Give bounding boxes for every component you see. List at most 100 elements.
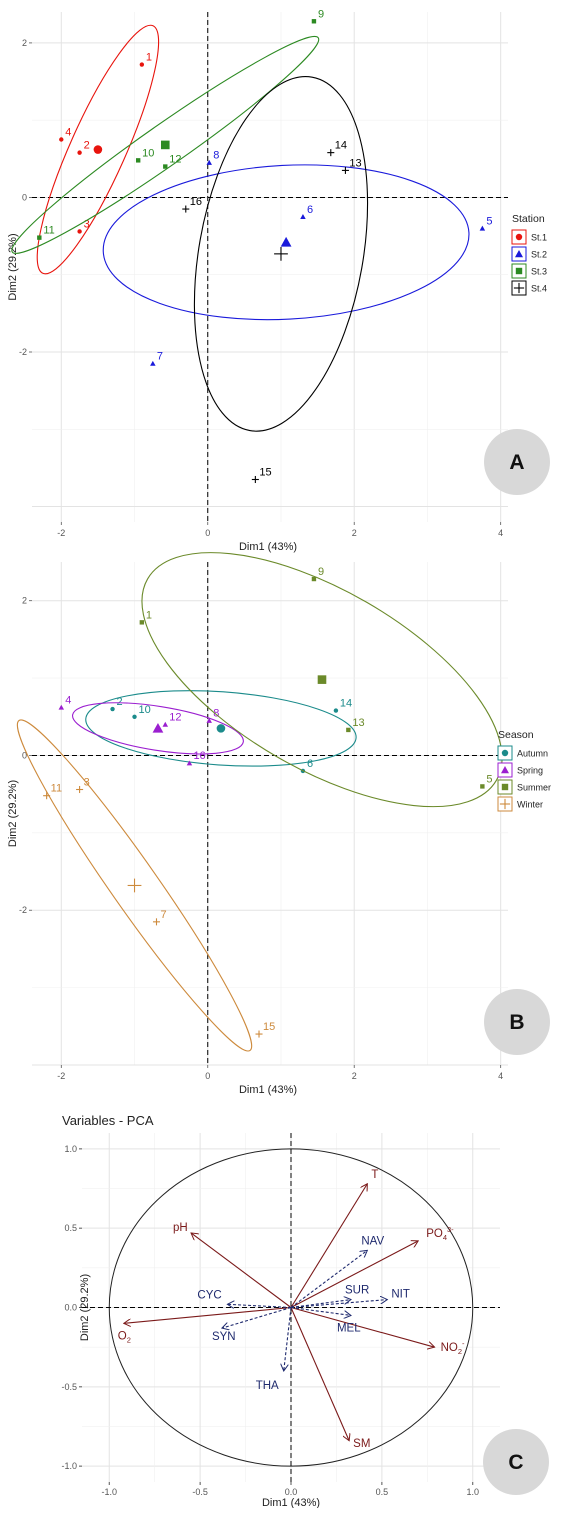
series-st-2: 5 6 7 8 bbox=[102, 150, 492, 366]
legend-label: St.3 bbox=[531, 267, 547, 277]
vector-label: CYC bbox=[197, 1289, 221, 1301]
loading-vector-nit: NIT bbox=[290, 1289, 410, 1309]
data-point bbox=[341, 166, 349, 174]
loading-vector-no: NO2- bbox=[290, 1306, 465, 1356]
legend-title: Season bbox=[498, 729, 534, 741]
point-label: 6 bbox=[307, 204, 313, 216]
panel-C: Variables - PCA-1.0 -0.5 0.0 0.5 1.0-1.0-0.5… bbox=[61, 1113, 549, 1509]
data-point bbox=[251, 475, 259, 484]
y-tick-label: -2 bbox=[19, 347, 27, 357]
legend-marker bbox=[499, 798, 511, 810]
y-tick-label: 0 bbox=[22, 750, 27, 760]
x-axis-label: Dim1 (43%) bbox=[262, 1497, 320, 1508]
vector-label-main: THA bbox=[256, 1380, 279, 1392]
group-centroid bbox=[127, 878, 142, 893]
loading-vector-t: T bbox=[290, 1169, 378, 1308]
data-point bbox=[300, 214, 306, 219]
vector-label-sub: 2 bbox=[127, 1335, 131, 1344]
legend-marker bbox=[501, 766, 509, 774]
vector-label-main: CYC bbox=[197, 1289, 221, 1301]
y-tick-label: 0.5 bbox=[64, 1223, 77, 1233]
data-point bbox=[327, 149, 335, 157]
series-winter: 3 7 11 15 bbox=[16, 719, 275, 1052]
loading-vector-sur: SUR bbox=[290, 1285, 369, 1309]
panel-badge: A bbox=[484, 429, 550, 495]
y-tick-label: 0 bbox=[22, 192, 27, 202]
x-tick-label: 1.0 bbox=[466, 1487, 479, 1497]
data-point bbox=[163, 164, 168, 169]
data-point bbox=[346, 727, 351, 733]
confidence-ellipse bbox=[16, 719, 253, 1052]
vector-label: SM bbox=[353, 1438, 370, 1450]
vector-label-main: T bbox=[371, 1169, 378, 1181]
y-tick-label: 1.0 bbox=[64, 1144, 77, 1154]
data-point bbox=[139, 62, 145, 67]
vector-arrow bbox=[290, 1241, 418, 1308]
data-point bbox=[58, 704, 65, 710]
data-point bbox=[206, 717, 212, 723]
vector-label-sup: 3- bbox=[447, 1225, 454, 1234]
data-point bbox=[182, 205, 190, 213]
loading-vector-mel: MEL bbox=[290, 1306, 361, 1334]
vector-label-main: PO bbox=[426, 1228, 443, 1240]
loading-vector-o: O2 bbox=[118, 1306, 292, 1344]
data-point bbox=[162, 721, 169, 727]
data-point bbox=[152, 918, 161, 926]
y-tick-label: -2 bbox=[19, 905, 27, 915]
y-axis-label: Dim2 (29.2%) bbox=[7, 780, 19, 847]
legend: Station St.1 St.2 St.3 St.4 bbox=[511, 213, 547, 296]
vector-label: PO43- bbox=[426, 1225, 454, 1242]
vector-arrow bbox=[222, 1306, 292, 1329]
panel-badge-label: A bbox=[509, 451, 524, 474]
data-point bbox=[59, 137, 64, 142]
y-tick-label: 2 bbox=[22, 596, 27, 606]
data-point bbox=[135, 158, 141, 163]
gridlines bbox=[32, 12, 508, 522]
legend-title: Station bbox=[512, 213, 545, 225]
vector-label-sub: 2 bbox=[458, 1347, 462, 1356]
point-label: 11 bbox=[43, 225, 54, 237]
confidence-ellipse bbox=[102, 164, 470, 321]
point-label: 11 bbox=[51, 783, 62, 795]
gridlines bbox=[82, 1133, 500, 1482]
panel-badge-circle bbox=[483, 1429, 549, 1495]
point-label: 9 bbox=[318, 566, 324, 578]
data-point bbox=[37, 235, 42, 240]
loading-vector-syn: SYN bbox=[212, 1306, 292, 1343]
confidence-ellipse bbox=[85, 690, 357, 767]
series-autumn: 2 6 10 14 bbox=[85, 690, 357, 774]
point-label: 6 bbox=[307, 758, 313, 770]
vector-arrow bbox=[191, 1233, 292, 1308]
legend-label: St.2 bbox=[531, 250, 547, 260]
point-label: 7 bbox=[157, 351, 163, 363]
x-tick-label: 0 bbox=[205, 528, 210, 538]
legend-label: St.4 bbox=[531, 284, 547, 294]
point-label: 3 bbox=[84, 777, 90, 789]
gridlines bbox=[32, 562, 508, 1066]
point-label: 1 bbox=[146, 609, 152, 621]
x-tick-label: 4 bbox=[498, 1071, 503, 1081]
point-label: 4 bbox=[65, 127, 71, 139]
legend-label: Autumn bbox=[517, 749, 548, 759]
series-spring: 4 8 12 16 bbox=[58, 694, 244, 766]
point-label: 16 bbox=[190, 196, 202, 208]
vector-arrow bbox=[290, 1300, 387, 1309]
y-axis-label: Dim2 (29.2%) bbox=[79, 1274, 91, 1341]
y-tick-label: -1.0 bbox=[61, 1461, 77, 1471]
point-label: 15 bbox=[263, 1021, 275, 1033]
vector-label-main: NAV bbox=[361, 1235, 384, 1247]
point-label: 13 bbox=[352, 717, 364, 729]
vector-arrow bbox=[124, 1306, 292, 1324]
data-point bbox=[206, 159, 212, 165]
vector-label: NIT bbox=[391, 1289, 410, 1301]
vector-arrow bbox=[290, 1300, 351, 1309]
data-point bbox=[255, 1030, 263, 1038]
y-tick-label: 2 bbox=[22, 38, 27, 48]
loading-vector-po: PO43- bbox=[290, 1225, 454, 1308]
vector-label: O2 bbox=[118, 1330, 131, 1344]
x-tick-label: 2 bbox=[352, 528, 357, 538]
y-tick-label: -0.5 bbox=[61, 1382, 77, 1392]
data-point bbox=[139, 620, 145, 625]
